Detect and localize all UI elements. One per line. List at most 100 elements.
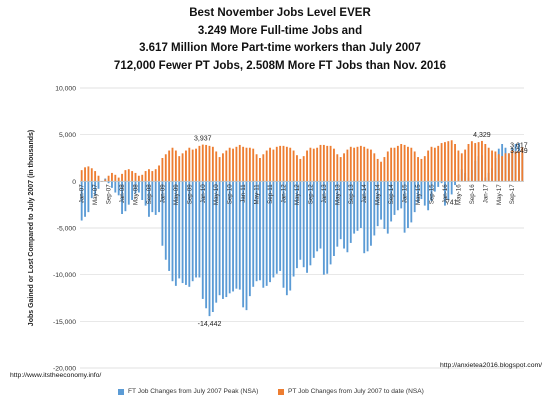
pt-bar bbox=[107, 175, 110, 182]
ft-bar bbox=[151, 181, 154, 213]
ft-bar bbox=[232, 181, 234, 292]
pt-bar bbox=[178, 156, 181, 182]
pt-bar bbox=[329, 145, 332, 182]
pt-bar bbox=[507, 153, 510, 182]
x-tick-label: Sep-07 bbox=[106, 184, 113, 205]
pt-bar bbox=[356, 146, 359, 182]
ft-bar bbox=[90, 181, 93, 199]
title-line-1: Best November Jobs Level EVER bbox=[189, 7, 371, 19]
ft-bar bbox=[238, 181, 241, 290]
pt-bar bbox=[158, 165, 160, 182]
pt-bar bbox=[292, 150, 295, 182]
pt-bar bbox=[111, 172, 113, 182]
ft-bar bbox=[191, 181, 194, 282]
data-label: 4,329 bbox=[473, 132, 491, 139]
x-tick-label: May-14 bbox=[375, 184, 382, 205]
pt-bar bbox=[87, 166, 90, 182]
pt-bar bbox=[363, 146, 366, 182]
ft-bar bbox=[269, 181, 271, 283]
pt-bar bbox=[339, 157, 342, 182]
pt-bar bbox=[309, 147, 312, 182]
ft-bar bbox=[349, 181, 352, 243]
pt-bar bbox=[370, 149, 372, 182]
ft-bar bbox=[366, 181, 369, 252]
pt-bar bbox=[336, 154, 339, 182]
pt-bar bbox=[491, 150, 493, 182]
pt-bar bbox=[349, 146, 352, 182]
x-tick-label: Sep-15 bbox=[429, 184, 436, 205]
ft-bar bbox=[410, 181, 413, 223]
ft-bar bbox=[343, 181, 345, 249]
ft-bar bbox=[131, 181, 134, 200]
pt-bar bbox=[97, 175, 100, 182]
ft-bar bbox=[272, 181, 275, 278]
chart-title: Best November Jobs Level EVER 3.249 More… bbox=[70, 5, 490, 75]
pt-bar bbox=[481, 140, 483, 182]
pt-bar bbox=[366, 148, 369, 182]
x-tick-label: Sep-08 bbox=[146, 184, 153, 205]
pt-bar bbox=[396, 145, 399, 182]
ft-bar bbox=[407, 181, 409, 228]
pt-bar bbox=[312, 148, 315, 182]
pt-bar bbox=[205, 144, 208, 182]
legend-label-ft: FT Job Changes from July 2007 Peak (NSA) bbox=[128, 388, 259, 395]
pt-bar bbox=[235, 146, 238, 182]
pt-bar bbox=[134, 172, 137, 182]
ft-bar bbox=[201, 181, 204, 299]
ft-bar bbox=[171, 181, 174, 282]
source-right: http://anxietea2016.blogspot.com/ bbox=[440, 362, 543, 369]
ft-bar bbox=[413, 181, 416, 213]
pt-bar bbox=[497, 154, 500, 182]
y-tick-label: 5,000 bbox=[59, 132, 76, 139]
pt-bar bbox=[296, 155, 298, 182]
pt-bar bbox=[201, 144, 204, 182]
ft-bar bbox=[144, 181, 147, 206]
pt-bar bbox=[413, 151, 416, 182]
pt-bar bbox=[215, 151, 218, 182]
pt-bar bbox=[195, 148, 197, 182]
pt-bar bbox=[148, 169, 150, 182]
ft-bar bbox=[228, 181, 231, 294]
pt-bar bbox=[346, 149, 349, 182]
x-tick-label: May-16 bbox=[455, 184, 462, 205]
pt-bar bbox=[117, 177, 120, 182]
ft-bar bbox=[333, 181, 335, 256]
ft-bar bbox=[97, 181, 100, 189]
pt-bar bbox=[467, 144, 470, 182]
pt-bar bbox=[174, 150, 177, 182]
ft-bar bbox=[87, 181, 90, 213]
ft-bar bbox=[396, 181, 399, 211]
pt-bar bbox=[433, 147, 436, 182]
x-tick-label: Jan-13 bbox=[321, 184, 328, 203]
x-tick-label: Sep-17 bbox=[509, 184, 516, 205]
pt-bar bbox=[430, 146, 433, 182]
ft-bar bbox=[299, 181, 302, 260]
ft-bar bbox=[302, 181, 305, 268]
ft-bar bbox=[329, 181, 332, 265]
ft-bar bbox=[400, 181, 403, 209]
pt-bar bbox=[470, 141, 473, 182]
ft-bar bbox=[242, 181, 245, 308]
ft-bar bbox=[211, 181, 214, 312]
pt-bar bbox=[144, 171, 147, 182]
ft-bar bbox=[296, 181, 298, 269]
ft-bar bbox=[417, 181, 419, 203]
pt-bar bbox=[272, 149, 275, 182]
x-tick-label: May-11 bbox=[254, 184, 261, 205]
ft-bar bbox=[134, 181, 137, 194]
legend-item-ft: FT Job Changes from July 2007 Peak (NSA) bbox=[118, 388, 258, 395]
pt-bar bbox=[353, 147, 356, 182]
ft-bar bbox=[161, 181, 164, 246]
ft-bar bbox=[117, 181, 120, 196]
pt-bar bbox=[477, 142, 480, 182]
x-tick-label: Sep-12 bbox=[307, 184, 314, 205]
pt-bar bbox=[171, 147, 174, 182]
pt-bar bbox=[181, 153, 184, 182]
y-tick-label: -5,000 bbox=[57, 226, 76, 233]
x-tick-label: Jan-14 bbox=[361, 184, 368, 203]
title-line-2: 3.249 More Full-time Jobs and bbox=[197, 24, 363, 37]
pt-bar bbox=[94, 171, 97, 182]
pt-bar bbox=[487, 147, 490, 182]
pt-bar bbox=[380, 161, 382, 182]
pt-bar bbox=[90, 168, 93, 182]
